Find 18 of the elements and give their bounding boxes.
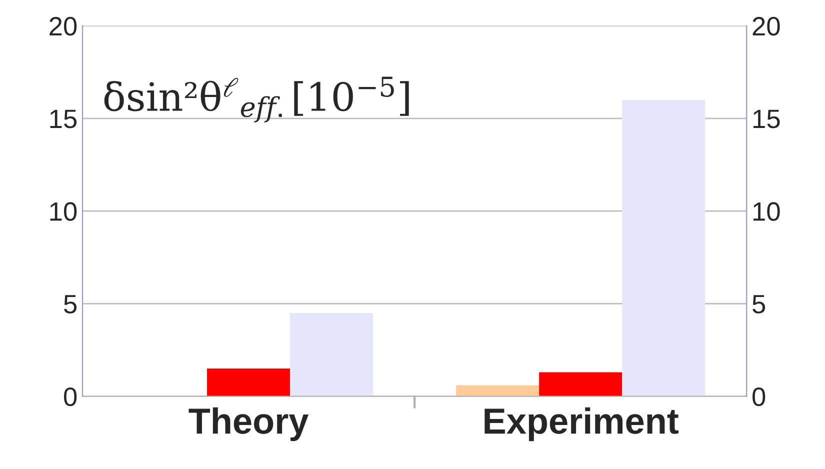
y2-tick-label: 5 bbox=[752, 295, 766, 314]
y2-tick-label: 10 bbox=[754, 202, 780, 221]
y-tick-label: 10 bbox=[50, 202, 77, 221]
bar bbox=[456, 385, 540, 396]
y-tick-label: 15 bbox=[50, 110, 77, 128]
bar bbox=[539, 372, 622, 396]
y2-tick-label: 0 bbox=[752, 387, 766, 406]
bar bbox=[622, 100, 706, 396]
x-tick-label: Theory bbox=[188, 407, 309, 442]
y2-tick-label: 20 bbox=[752, 16, 780, 36]
annotation: δsin²θ$^{ℓ}$$_{eff.}$[10$^{−5}$] bbox=[104, 76, 409, 122]
x-tick-label: Experiment bbox=[484, 407, 678, 442]
bar bbox=[290, 312, 374, 396]
y-tick-label: 20 bbox=[50, 16, 77, 36]
y-tick-label: 0 bbox=[64, 387, 77, 406]
y-tick-label: 5 bbox=[64, 295, 77, 314]
y2-tick-label: 15 bbox=[754, 110, 780, 128]
bar bbox=[207, 368, 290, 396]
